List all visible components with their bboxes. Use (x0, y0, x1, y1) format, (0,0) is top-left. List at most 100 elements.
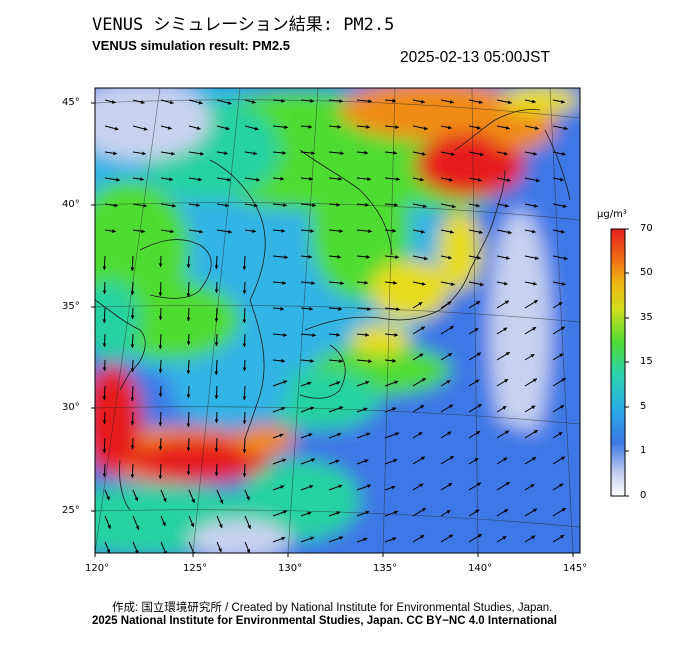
wind-arrow (328, 177, 342, 181)
wind-arrow (158, 463, 163, 480)
wind-arrow (552, 326, 566, 335)
wind-arrow (440, 352, 453, 361)
wind-arrow (186, 333, 191, 346)
wind-arrow (496, 351, 511, 361)
wind-arrow (188, 489, 195, 504)
wind-arrow (496, 430, 510, 439)
wind-arrow (468, 352, 482, 361)
wind-arrow (440, 151, 455, 156)
wind-arrow (300, 484, 314, 491)
wind-arrow (158, 307, 163, 321)
wind-arrow (272, 125, 288, 130)
wind-arrow (496, 229, 512, 235)
wind-arrow (130, 463, 135, 479)
wind-arrow (552, 177, 564, 182)
wind-arrow (300, 306, 313, 311)
concentration-region (170, 355, 290, 425)
wind-arrow (102, 255, 107, 271)
wind-arrow (468, 300, 481, 309)
wind-arrow (216, 489, 224, 505)
wind-arrow (216, 99, 232, 105)
wind-arrow (468, 203, 480, 208)
wind-arrow (356, 202, 369, 207)
wind-arrow (468, 457, 479, 465)
wind-arrow (440, 379, 451, 387)
wind-arrow (104, 203, 118, 208)
wind-arrow (496, 378, 509, 387)
wind-arrow (468, 125, 481, 130)
concentration-region (490, 210, 550, 450)
concentration-region (240, 460, 360, 540)
wind-arrow (524, 125, 539, 130)
wind-arrow (468, 430, 481, 439)
wind-arrow (384, 358, 396, 363)
wind-arrow (242, 437, 247, 454)
wind-arrow (300, 433, 313, 439)
wind-arrow (272, 151, 286, 155)
wind-arrow (496, 300, 510, 309)
concentration-region (350, 324, 410, 356)
wind-arrow (468, 482, 482, 491)
wind-arrow (300, 406, 315, 413)
wind-arrow (130, 437, 135, 450)
wind-arrow (524, 151, 537, 156)
wind-arrow (552, 507, 567, 517)
wind-arrow (244, 229, 256, 233)
wind-arrow (496, 203, 509, 208)
wind-arrow (188, 99, 203, 105)
wind-arrow (186, 463, 191, 476)
wind-arrow (440, 125, 452, 130)
wind-arrow (524, 299, 539, 309)
pm25-concentration-field (95, 88, 580, 553)
wind-arrow (496, 457, 508, 465)
wind-arrow (384, 432, 400, 439)
wind-arrow (328, 332, 340, 337)
wind-arrow (440, 509, 451, 517)
wind-arrow (552, 255, 568, 261)
wind-arrow (272, 176, 284, 181)
wind-arrow (272, 485, 285, 491)
wind-arrow (188, 151, 204, 156)
wind-arrow (132, 99, 145, 104)
wind-arrow (214, 255, 219, 270)
wind-arrow (552, 281, 566, 286)
wind-arrow (412, 507, 427, 517)
wind-arrow (468, 379, 480, 387)
wind-arrow (186, 437, 191, 452)
wind-arrow (160, 151, 175, 156)
wind-arrow (300, 458, 316, 465)
wind-arrow (524, 353, 535, 361)
wind-arrow (132, 203, 147, 208)
wind-arrow (300, 381, 312, 387)
wind-arrow (440, 229, 454, 234)
lat-label-25: 25° (62, 505, 80, 516)
colorbar-label-15: 15 (640, 356, 653, 367)
wind-arrow (440, 281, 455, 286)
wind-arrow (524, 255, 539, 260)
wind-arrow (188, 125, 201, 130)
wind-arrow (244, 99, 256, 104)
wind-arrow (242, 333, 247, 348)
colorbar-label-70: 70 (640, 223, 653, 234)
wind-arrow (468, 403, 483, 413)
wind-arrow (356, 150, 368, 155)
wind-arrow (272, 98, 285, 103)
wind-arrow (524, 535, 536, 543)
lon-label-145: 145° (563, 563, 588, 574)
wind-arrow (158, 359, 163, 374)
wind-arrow (412, 483, 424, 491)
wind-arrow (328, 229, 343, 233)
wind-arrow (496, 177, 511, 182)
wind-arrow (188, 203, 200, 207)
wind-arrow (214, 307, 219, 323)
wind-arrow (244, 515, 251, 530)
wind-arrow (242, 359, 247, 372)
wind-arrow (328, 151, 344, 156)
wind-arrow (104, 177, 120, 182)
wind-arrow (102, 411, 107, 425)
wind-arrow (412, 301, 423, 309)
wind-arrow (186, 411, 191, 428)
wind-arrow (272, 358, 285, 363)
wind-arrow (104, 229, 116, 233)
wind-arrow (186, 255, 191, 269)
